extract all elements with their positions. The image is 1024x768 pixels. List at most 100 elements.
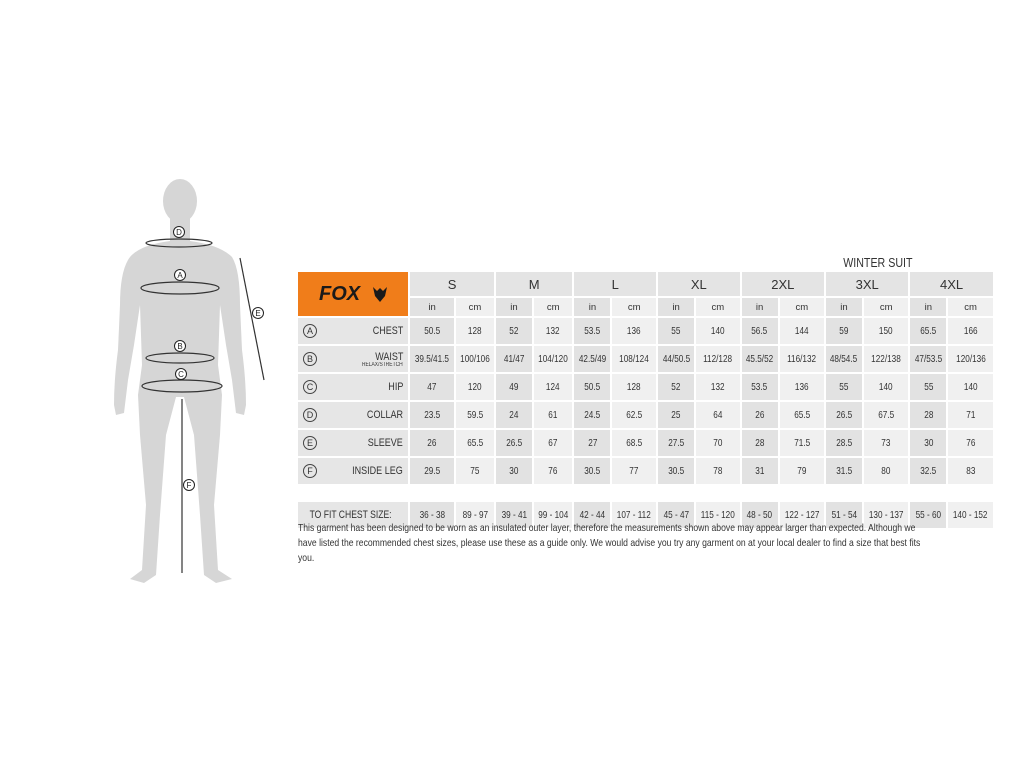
table-cell: 68.5 — [612, 430, 657, 458]
table-cell: 104/120 — [533, 346, 573, 374]
row-label: B WAIST RELAX/STRETCH — [298, 346, 409, 374]
table-row-waist: B WAIST RELAX/STRETCH 39.5/41.5 100/106 41/47… — [298, 346, 993, 374]
unit-cm: cm — [455, 298, 494, 318]
table-cell: 28 — [741, 430, 778, 458]
table-row-inside-leg: F INSIDE LEG 29.5 75 30 76 30.5 77 30.5 78 31 79 31.… — [298, 458, 993, 486]
unit-cm: cm — [779, 298, 824, 318]
unit-in: in — [910, 298, 947, 318]
table-cell: 136 — [612, 318, 657, 346]
table-cell: 78 — [696, 458, 740, 486]
table-cell: 32.5 — [910, 458, 947, 486]
table-cell: 53.5 — [741, 374, 778, 402]
table-cell: 79 — [779, 458, 824, 486]
table-cell: 71.5 — [779, 430, 824, 458]
table-cell: 27.5 — [658, 430, 695, 458]
table-cell: 23.5 — [410, 402, 454, 430]
svg-text:A: A — [177, 271, 183, 280]
fit-note: This garment has been designed to be wor… — [298, 522, 921, 564]
marker-letter: C — [303, 380, 317, 394]
table-cell: 51 - 54 — [826, 502, 862, 530]
svg-text:E: E — [255, 309, 260, 318]
unit-in: in — [495, 298, 532, 318]
marker-letter: B — [303, 352, 317, 366]
row-label-text: SLEEVE — [368, 437, 404, 449]
table-cell: 28.5 — [826, 430, 862, 458]
table-cell: 27 — [574, 430, 611, 458]
unit-cm: cm — [533, 298, 573, 318]
table-cell: 52 — [658, 374, 695, 402]
size-header-row: FOX S M L XL 2XL 3XL 4XL — [298, 272, 993, 318]
table-row-sleeve: E SLEEVE 26 65.5 26.5 67 27 68.5 27.5 70 28 71.5 28.… — [298, 430, 993, 458]
table-cell: 59 — [826, 318, 862, 346]
unit-in: in — [410, 298, 454, 318]
table-cell: 24 — [495, 402, 532, 430]
table-cell: 45.5/52 — [741, 346, 778, 374]
row-label: C HIP — [298, 374, 409, 402]
unit-in: in — [658, 298, 695, 318]
row-label: F INSIDE LEG — [298, 458, 409, 486]
table-cell: 75 — [455, 458, 494, 486]
table-cell: 41/47 — [495, 346, 532, 374]
size-header-3xl: 3XL — [826, 272, 909, 298]
marker-letter: F — [303, 464, 317, 478]
table-cell: 76 — [948, 430, 993, 458]
row-label-text: INSIDE LEG — [352, 465, 404, 477]
svg-text:D: D — [176, 228, 182, 237]
table-cell: 136 — [779, 374, 824, 402]
table-row-collar: D COLLAR 23.5 59.5 24 61 24.5 62.5 25 64 26 65.5 26.… — [298, 402, 993, 430]
table-cell: 55 — [826, 374, 862, 402]
table-cell: 140 - 152 — [948, 502, 993, 530]
size-header-s: S — [410, 272, 494, 298]
table-cell: 132 — [696, 374, 740, 402]
table-cell: 42 - 44 — [574, 502, 611, 530]
chest-fit-label: TO FIT CHEST SIZE: — [298, 502, 409, 530]
table-cell: 53.5 — [574, 318, 611, 346]
table-cell: 30.5 — [574, 458, 611, 486]
table-cell: 64 — [696, 402, 740, 430]
table-cell: 83 — [948, 458, 993, 486]
table-cell: 65.5 — [455, 430, 494, 458]
marker-d: D — [173, 226, 185, 238]
unit-cm: cm — [612, 298, 657, 318]
size-header-4xl: 4XL — [910, 272, 993, 298]
table-cell: 26 — [741, 402, 778, 430]
marker-letter: E — [303, 436, 317, 450]
table-cell: 70 — [696, 430, 740, 458]
unit-cm: cm — [948, 298, 993, 318]
marker-letter: A — [303, 324, 317, 338]
marker-c: C — [175, 368, 187, 380]
table-cell: 122 - 127 — [779, 502, 824, 530]
table-cell: 132 — [533, 318, 573, 346]
table-cell: 30 — [495, 458, 532, 486]
table-cell: 89 - 97 — [455, 502, 494, 530]
table-cell: 76 — [533, 458, 573, 486]
table-cell: 128 — [612, 374, 657, 402]
svg-text:C: C — [178, 370, 184, 379]
svg-text:F: F — [187, 481, 192, 490]
table-cell: 140 — [948, 374, 993, 402]
table-cell: 71 — [948, 402, 993, 430]
table-cell: 44/50.5 — [658, 346, 695, 374]
table-cell: 45 - 47 — [658, 502, 695, 530]
table-cell: 116/132 — [779, 346, 824, 374]
row-label-text: HIP — [388, 381, 404, 393]
row-label-text: COLLAR — [367, 409, 404, 421]
table-cell: 48 - 50 — [741, 502, 778, 530]
marker-e: E — [252, 307, 264, 319]
svg-text:FOX: FOX — [319, 283, 362, 305]
table-cell: 28 — [910, 402, 947, 430]
row-label-text: CHEST — [372, 325, 404, 337]
size-header-l: L — [574, 272, 657, 298]
fox-logo: FOX — [298, 272, 409, 318]
marker-letter: D — [303, 408, 317, 422]
row-label: D COLLAR — [298, 402, 409, 430]
table-cell: 115 - 120 — [696, 502, 740, 530]
table-row-chest-fit: TO FIT CHEST SIZE: 36 - 38 89 - 97 39 - 41 9… — [298, 502, 993, 530]
table-cell: 55 - 60 — [910, 502, 947, 530]
table-cell: 31 — [741, 458, 778, 486]
marker-b: B — [174, 340, 186, 352]
table-cell: 55 — [658, 318, 695, 346]
table-cell: 61 — [533, 402, 573, 430]
table-cell: 26.5 — [826, 402, 862, 430]
table-cell: 47 — [410, 374, 454, 402]
